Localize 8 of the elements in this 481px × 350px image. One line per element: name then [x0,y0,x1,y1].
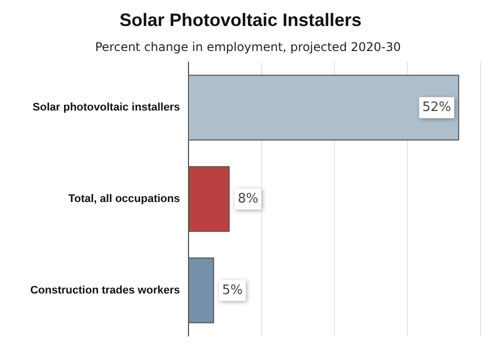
y-tick-label: Solar photovoltaic installers [32,102,180,114]
data-label: 8% [238,192,258,206]
chart-title: Solar Photovoltaic Installers [119,10,362,30]
y-tick-label: Construction trades workers [30,284,180,296]
y-tick-label: Total, all occupations [68,193,180,205]
data-label: 5% [222,282,243,298]
chart-subtitle: Percent change in employment, projected 2020-30 [95,40,401,54]
data-label: 52% [422,100,452,116]
